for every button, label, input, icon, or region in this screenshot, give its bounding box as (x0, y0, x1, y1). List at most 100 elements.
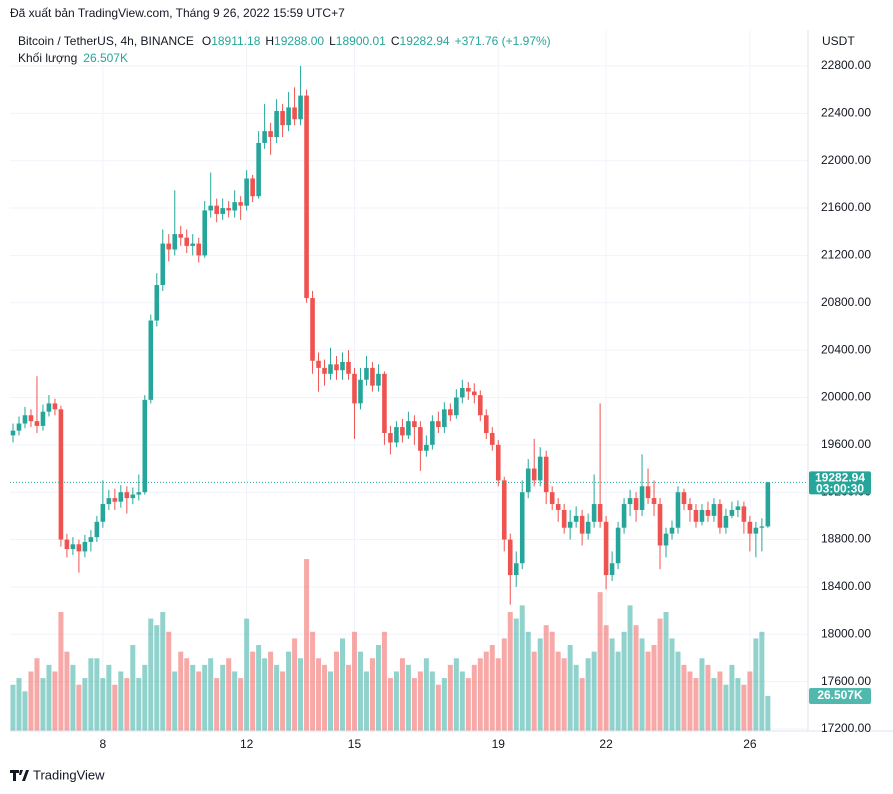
candle-body (238, 202, 243, 206)
x-tick-label: 8 (100, 737, 107, 751)
h-label: H (265, 34, 274, 48)
volume-bar (381, 631, 387, 731)
volume-bar (573, 664, 579, 731)
x-tick-label: 15 (348, 737, 362, 751)
volume-bar (106, 664, 112, 731)
y-tick-label: 20400.00 (821, 342, 871, 356)
candle-body (430, 421, 435, 445)
volume-bar (567, 645, 573, 731)
volume-bar (645, 651, 651, 731)
candle-body (663, 533, 669, 546)
candle-body (418, 427, 423, 451)
volume-bar (597, 592, 603, 731)
candle-body (567, 521, 573, 528)
candle-body (274, 110, 279, 138)
volume-bar (525, 631, 531, 731)
volume-bar (663, 611, 669, 731)
volume-bar (148, 618, 154, 731)
volume-bar (363, 671, 369, 731)
volume-bar (88, 658, 94, 731)
candle-body (633, 498, 639, 510)
attribution: Đã xuất bản TradingView.com, Tháng 9 26,… (10, 6, 345, 20)
candle-body (28, 415, 34, 422)
candle-body (627, 498, 633, 505)
volume-bar (627, 605, 633, 731)
volume-bar (453, 658, 459, 731)
volume-bar (543, 625, 549, 731)
volume-bar (489, 645, 495, 731)
candle-body (226, 208, 231, 211)
volume-bar (579, 678, 585, 731)
volume-bar (28, 671, 34, 731)
volume-bar (423, 658, 429, 731)
volume-bar (507, 611, 513, 731)
candle-body (118, 492, 124, 502)
volume-bar (759, 631, 765, 731)
candle-body (549, 492, 555, 505)
candle-body (346, 361, 351, 374)
volume-bar (471, 664, 477, 731)
candle-body (681, 492, 687, 505)
l-value: 18900.01 (336, 34, 386, 48)
candle-body (166, 243, 172, 250)
candle-body (196, 243, 202, 256)
candle-body (466, 388, 471, 392)
volume-bar (351, 631, 357, 731)
candle-body (717, 504, 723, 528)
volume-bar (483, 651, 489, 731)
grid (10, 30, 808, 731)
volume-bar (729, 664, 735, 731)
candle-body (442, 409, 447, 428)
candle-body (106, 498, 112, 505)
candle-body (88, 537, 94, 542)
volume-bar (94, 658, 100, 731)
candle-body (495, 444, 501, 481)
volume-bar (603, 625, 609, 731)
volume-bar (22, 691, 28, 731)
volume-bar (723, 684, 729, 731)
volume-bar (591, 651, 597, 731)
o-label: O (202, 34, 211, 48)
volume-bar (196, 671, 202, 731)
volume-bar (549, 631, 555, 731)
volume-bar (154, 625, 160, 731)
marks (10, 65, 808, 731)
volume-bar (555, 651, 561, 731)
candle-body (364, 367, 369, 380)
volume-bar (250, 651, 256, 731)
volume-bar (136, 678, 142, 731)
volume-bar (699, 658, 705, 731)
volume-bar (675, 651, 681, 731)
last-price-label: 19282.94 (815, 471, 865, 485)
y-tick-label: 22400.00 (821, 106, 871, 120)
legend: Bitcoin / TetherUS, 4h, BINANCE O18911.18… (18, 34, 551, 48)
volume-bar (711, 678, 717, 731)
candle-body (555, 504, 561, 510)
candle-body (729, 509, 735, 516)
candle-body (723, 515, 729, 528)
candle-body (244, 178, 249, 206)
volume-bar (561, 658, 567, 731)
candle-body (753, 527, 759, 534)
volume-bar (286, 651, 292, 731)
volume-bar (741, 684, 747, 731)
volume-bar (274, 664, 280, 731)
candle-body (759, 526, 765, 528)
volume-bar (651, 645, 657, 731)
candle-body (316, 360, 321, 368)
currency: USDT (822, 34, 855, 48)
candle-body (543, 456, 549, 493)
y-tick-label: 19600.00 (821, 437, 871, 451)
y-tick-label: 21200.00 (821, 248, 871, 262)
candle-body (531, 468, 537, 481)
candle-body (334, 364, 339, 371)
y-tick-label: 17200.00 (821, 721, 871, 735)
candle-body (472, 391, 477, 396)
volume-bar (214, 678, 220, 731)
volume-bar (268, 651, 274, 731)
volume-bar (621, 631, 627, 731)
candle-body (394, 427, 399, 443)
y-tick-label: 22000.00 (821, 153, 871, 167)
candle-body (82, 541, 88, 552)
